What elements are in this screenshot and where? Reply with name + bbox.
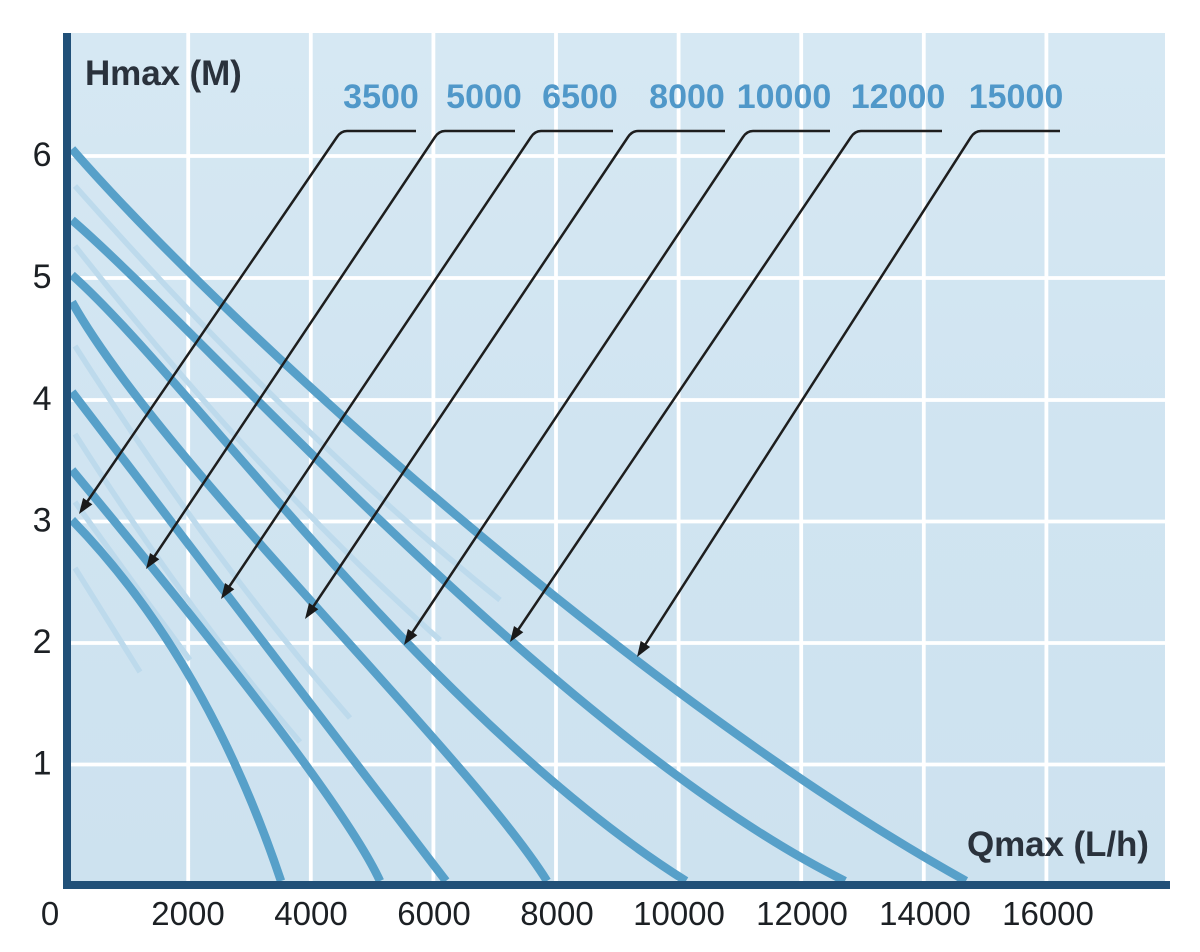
svg-text:5000: 5000 <box>446 78 522 116</box>
svg-text:3: 3 <box>33 502 52 540</box>
svg-text:5: 5 <box>33 258 52 296</box>
svg-text:Hmax (M): Hmax (M) <box>85 54 242 93</box>
svg-text:4: 4 <box>33 380 52 418</box>
svg-text:2000: 2000 <box>151 895 224 932</box>
svg-text:12000: 12000 <box>756 895 848 932</box>
svg-text:12000: 12000 <box>851 78 946 116</box>
svg-text:10000: 10000 <box>737 78 832 116</box>
svg-text:6: 6 <box>33 136 52 174</box>
svg-text:15000: 15000 <box>969 78 1064 116</box>
svg-text:6500: 6500 <box>542 78 618 116</box>
svg-text:0: 0 <box>41 895 59 932</box>
svg-text:8000: 8000 <box>649 78 725 116</box>
svg-text:3500: 3500 <box>343 78 419 116</box>
svg-text:14000: 14000 <box>879 895 971 932</box>
svg-text:2: 2 <box>33 623 52 661</box>
svg-text:8000: 8000 <box>520 895 593 932</box>
svg-text:4000: 4000 <box>274 895 347 932</box>
svg-text:Qmax (L/h): Qmax (L/h) <box>967 825 1149 864</box>
svg-text:16000: 16000 <box>1002 895 1094 932</box>
svg-text:1: 1 <box>33 745 52 783</box>
svg-text:10000: 10000 <box>633 895 725 932</box>
svg-text:6000: 6000 <box>397 895 470 932</box>
